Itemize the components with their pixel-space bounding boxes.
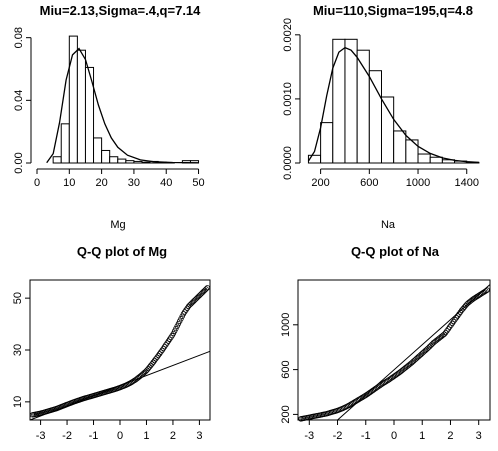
qq-point bbox=[427, 344, 432, 349]
histogram-bar bbox=[406, 140, 418, 163]
x-tick-label: 200 bbox=[311, 177, 329, 189]
y-tick-label: 0.00 bbox=[13, 152, 25, 173]
x-tick-label: -2 bbox=[62, 430, 72, 442]
y-tick-label: 50 bbox=[12, 292, 24, 304]
x-tick-label: 3 bbox=[196, 430, 202, 442]
y-tick-label: 0.0010 bbox=[282, 82, 294, 116]
histogram-bar bbox=[369, 71, 381, 163]
x-tick-label: 3 bbox=[476, 430, 482, 442]
histogram-bar bbox=[69, 36, 77, 163]
x-tick-label: 1400 bbox=[454, 177, 478, 189]
x-tick-label: 1 bbox=[143, 430, 149, 442]
y-tick-label: 0.08 bbox=[13, 27, 25, 48]
y-tick-label: 200 bbox=[280, 405, 292, 423]
x-tick-label: 1000 bbox=[406, 177, 430, 189]
chart-title: Q-Q plot of Na bbox=[351, 244, 440, 259]
histogram-bar bbox=[110, 157, 118, 163]
histogram-bar bbox=[126, 161, 134, 163]
panel-qq-na: Q-Q plot of Na -3 -2 -1 0 1 2 3 200 600 1000 bbox=[280, 244, 490, 442]
qq-reference-line bbox=[338, 284, 490, 420]
qq-reference-line bbox=[30, 351, 210, 420]
histogram-bar bbox=[333, 39, 345, 163]
x-tick-label: 0 bbox=[34, 177, 40, 189]
histogram-bar bbox=[345, 39, 357, 163]
x-tick-label: -3 bbox=[36, 430, 46, 442]
x-tick-label: 10 bbox=[63, 177, 75, 189]
x-axis-label: Na bbox=[381, 219, 396, 231]
x-tick-label: 50 bbox=[192, 177, 204, 189]
x-tick-label: 0 bbox=[391, 430, 397, 442]
x-tick-label: -1 bbox=[361, 430, 371, 442]
y-tick-label: 0.0000 bbox=[282, 146, 294, 180]
chart-title: Miu=110,Sigma=195,q=4.8 bbox=[313, 3, 473, 18]
qq-point bbox=[429, 343, 434, 348]
histogram-bar bbox=[77, 50, 85, 163]
histogram-bar bbox=[118, 159, 126, 163]
chart-title: Q-Q plot of Mg bbox=[77, 244, 167, 259]
x-tick-label: 2 bbox=[170, 430, 176, 442]
histogram-bar bbox=[61, 124, 69, 163]
histogram-bar bbox=[418, 154, 430, 163]
y-tick-label: 0.0020 bbox=[282, 18, 294, 52]
x-tick-label: -3 bbox=[304, 430, 314, 442]
x-tick-label: 2 bbox=[447, 430, 453, 442]
x-tick-label: 1 bbox=[419, 430, 425, 442]
chart-title: Miu=2.13,Sigma=.4,q=7.14 bbox=[40, 3, 202, 18]
y-tick-label: 30 bbox=[12, 344, 24, 356]
panel-histogram-na: Miu=110,Sigma=195,q=4.8 Na 200 600 1000 140… bbox=[282, 3, 479, 231]
panel-histogram-mg: Miu=2.13,Sigma=.4,q=7.14 Mg 0 10 20 30 40 50 0… bbox=[13, 3, 205, 231]
histogram-bar bbox=[134, 161, 142, 163]
histogram-bar bbox=[94, 138, 102, 163]
panel-qq-mg: Q-Q plot of Mg -3 -2 -1 0 1 2 3 10 30 50 bbox=[12, 244, 210, 442]
y-tick-label: 0.04 bbox=[13, 90, 25, 111]
x-tick-label: 40 bbox=[160, 177, 172, 189]
y-tick-label: 600 bbox=[280, 360, 292, 378]
x-tick-label: 600 bbox=[360, 177, 378, 189]
x-tick-label: 30 bbox=[128, 177, 140, 189]
histogram-bar bbox=[102, 150, 110, 163]
histogram-bar bbox=[430, 157, 442, 163]
histogram-bar bbox=[53, 157, 61, 163]
x-tick-label: 0 bbox=[117, 430, 123, 442]
x-tick-label: -1 bbox=[89, 430, 99, 442]
x-tick-label: -2 bbox=[333, 430, 343, 442]
plot-frame bbox=[298, 280, 490, 420]
histogram-bar bbox=[394, 131, 406, 163]
y-tick-label: 10 bbox=[12, 396, 24, 408]
y-tick-label: 1000 bbox=[280, 313, 292, 337]
x-axis-label: Mg bbox=[110, 219, 125, 231]
plot-frame bbox=[30, 280, 210, 420]
histogram-bar bbox=[142, 162, 150, 163]
histogram-bar bbox=[381, 97, 393, 163]
x-tick-label: 20 bbox=[95, 177, 107, 189]
histogram-bar bbox=[321, 123, 333, 163]
